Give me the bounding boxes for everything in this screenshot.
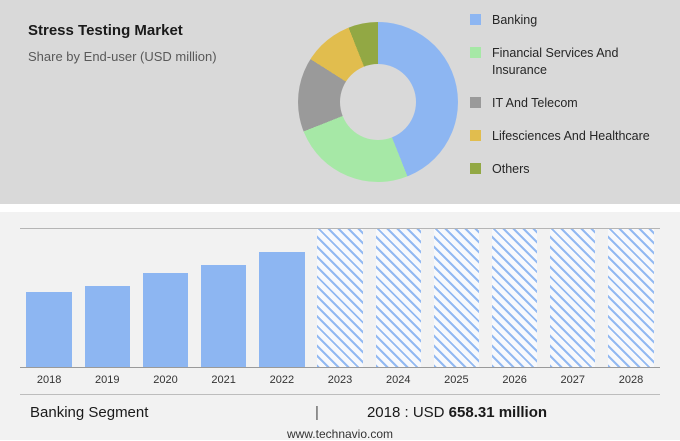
bar-chart: 2018 2019 2020 2021 2022 2023 2024 2025 2026 2027…: [20, 228, 660, 386]
forecast-bar-2026: [491, 229, 538, 367]
x-axis-label-2024: 2024: [385, 374, 411, 386]
bar-2022: [259, 252, 305, 367]
footer-separator: |: [315, 404, 319, 421]
bar-column-2019: [78, 229, 136, 367]
segment-label: Banking Segment: [30, 404, 149, 421]
legend-swatch: [470, 163, 481, 175]
x-axis-label-2025: 2025: [444, 374, 469, 386]
page-title: Stress Testing Market: [28, 22, 183, 39]
bar-chart-plot-area: [20, 228, 660, 368]
bar-2019: [84, 285, 130, 367]
segment-value: 2018 : USD 658.31 million: [321, 404, 650, 421]
legend-item: Others: [470, 161, 666, 177]
x-axis-label-2019: 2019: [95, 374, 120, 386]
bar-chart-x-axis: 2018 2019 2020 2021 2022 2023 2024 2025 2026 2027…: [20, 368, 660, 386]
header-panel: Stress Testing Market Share by End-user …: [0, 0, 680, 204]
forecast-bar-2025: [433, 229, 480, 367]
bar-column-2027: [544, 229, 602, 367]
bar-column-2020: [136, 229, 194, 367]
legend-swatch: [470, 130, 481, 141]
bar-2018: [26, 292, 72, 367]
x-axis-label-2020: 2020: [153, 374, 178, 386]
bar-column-2018: [20, 229, 78, 367]
legend-item: Financial Services And Insurance: [470, 45, 666, 78]
page-subtitle: Share by End-user (USD million): [28, 49, 217, 64]
x-axis-label-2022: 2022: [269, 374, 295, 386]
forecast-bar-2028: [608, 229, 654, 367]
bar-column-2024: [369, 229, 427, 367]
x-axis-label-2026: 2026: [502, 374, 527, 386]
bar-chart-panel: 2018 2019 2020 2021 2022 2023 2024 2025 2026 2027…: [0, 204, 680, 441]
segment-value-number: 658.31 million: [448, 404, 548, 421]
bar-column-2021: [195, 229, 253, 367]
title-block: Stress Testing Market Share by End-user …: [28, 22, 278, 64]
legend-item: IT And Telecom: [470, 95, 666, 111]
forecast-bar-2023: [317, 229, 363, 367]
legend-swatch: [470, 14, 481, 25]
bar-2021: [200, 264, 247, 367]
bar-column-2028: [602, 229, 660, 367]
legend-label: Lifesciences And Healthcare: [492, 129, 650, 143]
legend-label: IT And Telecom: [492, 95, 578, 110]
legend-item: Lifesciences And Healthcare: [470, 128, 666, 144]
legend-label: Others: [492, 162, 530, 177]
legend-item: Banking: [470, 12, 666, 28]
legend-label: Financial Services And Insurance: [492, 46, 619, 77]
x-axis-label-2021: 2021: [211, 374, 236, 386]
chart-legend: Banking Financial Services And Insurance I…: [470, 12, 666, 195]
bar-2020: [142, 273, 189, 367]
footer: Banking Segment | 2018 : USD 658.31 mill…: [0, 395, 680, 425]
forecast-bar-2027: [550, 229, 596, 367]
donut-chart: [298, 22, 458, 182]
legend-swatch: [470, 96, 481, 108]
footer-divider: [20, 394, 660, 395]
bar-column-2025: [427, 229, 485, 367]
x-axis-label-2018: 2018: [36, 374, 62, 386]
x-axis-label-2027: 2027: [560, 374, 586, 386]
website-url: www.technavio.com: [286, 427, 394, 441]
legend-label: Banking: [492, 13, 538, 27]
segment-value-prefix: 2018 : USD: [366, 404, 445, 421]
x-axis-label-2023: 2023: [327, 374, 353, 386]
bar-column-2022: [253, 229, 311, 367]
forecast-bar-2024: [375, 229, 421, 367]
legend-swatch: [470, 47, 481, 59]
bar-column-2023: [311, 229, 369, 367]
x-axis-label-2028: 2028: [618, 374, 644, 386]
bar-column-2026: [486, 229, 544, 367]
